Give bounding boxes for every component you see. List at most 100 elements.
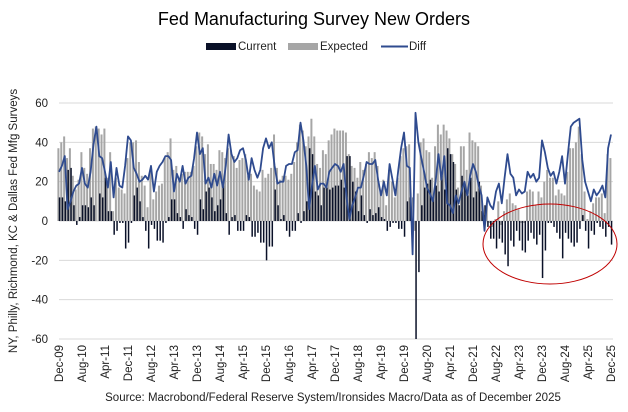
- expected-bar: [250, 173, 253, 221]
- current-bar: [567, 221, 570, 239]
- current-bar: [274, 189, 276, 221]
- current-bar: [285, 221, 288, 231]
- expected-bar: [597, 197, 600, 221]
- current-bar: [504, 221, 506, 255]
- expected-bar: [537, 191, 540, 221]
- y-tick-label: -60: [31, 334, 48, 346]
- x-tick-label: Dec-11: [123, 345, 135, 381]
- current-bar: [67, 169, 69, 221]
- x-tick-label: Dec-19: [399, 345, 411, 382]
- current-bar: [426, 183, 429, 221]
- current-bar: [441, 175, 443, 221]
- expected-bar: [353, 167, 356, 221]
- current-bar: [360, 195, 363, 221]
- expected-bar: [540, 197, 543, 221]
- x-tick-label: Dec-21: [468, 345, 480, 382]
- legend-swatch-expected: [288, 43, 318, 50]
- current-bar: [590, 221, 593, 231]
- current-bar: [122, 221, 124, 223]
- current-bar: [464, 185, 466, 221]
- current-bar: [191, 217, 193, 221]
- expected-bar: [209, 163, 212, 221]
- expected-bar: [135, 140, 138, 221]
- current-bar: [478, 181, 481, 221]
- current-bar: [70, 167, 72, 221]
- expected-bar: [189, 171, 192, 221]
- x-tick-label: Dec-23: [537, 345, 549, 382]
- current-bar: [380, 217, 383, 221]
- current-bar: [104, 177, 107, 221]
- expected-bar: [488, 221, 491, 223]
- current-bar: [357, 211, 360, 221]
- expected-bar: [503, 211, 506, 221]
- x-tick-label: Aug-14: [215, 344, 227, 382]
- y-tick-label: -20: [31, 255, 48, 267]
- current-bar: [438, 191, 440, 221]
- current-bar: [490, 221, 492, 239]
- expected-bar: [500, 221, 503, 225]
- current-bar: [602, 221, 604, 229]
- x-tick-label: Aug-22: [491, 345, 503, 382]
- expected-bar: [290, 173, 293, 221]
- expected-bar: [264, 177, 267, 221]
- current-bar: [449, 154, 452, 221]
- x-tick-label: Aug-18: [353, 345, 365, 382]
- y-tick-label: -40: [31, 295, 48, 307]
- expected-bar: [109, 152, 112, 221]
- current-bar: [179, 217, 182, 221]
- x-tick-label: Dec-13: [192, 345, 204, 382]
- expected-bar: [508, 193, 511, 221]
- current-bar: [317, 195, 320, 221]
- expected-bar: [505, 199, 508, 221]
- expected-bars: [57, 118, 612, 231]
- expected-bar: [112, 211, 115, 221]
- current-bar: [228, 221, 230, 235]
- expected-bar: [572, 148, 575, 221]
- current-bar: [168, 217, 170, 221]
- expected-bar: [68, 148, 71, 221]
- current-bar: [297, 213, 299, 221]
- expected-bar: [158, 185, 161, 221]
- expected-bar: [267, 173, 270, 221]
- expected-bar: [580, 154, 583, 221]
- current-bar: [501, 221, 504, 243]
- current-bar: [587, 221, 590, 249]
- expected-bar: [195, 146, 198, 221]
- expected-bar: [344, 132, 347, 221]
- current-bar: [538, 221, 541, 235]
- expected-bar: [316, 163, 319, 221]
- current-bar: [323, 187, 325, 221]
- expected-bar: [258, 191, 261, 221]
- current-bar: [176, 213, 179, 221]
- current-bar: [205, 191, 207, 221]
- current-bar: [113, 221, 115, 235]
- current-bar: [58, 197, 61, 221]
- current-bar: [182, 221, 184, 229]
- x-tick-label: Aug-12: [146, 345, 158, 382]
- current-bar: [262, 221, 265, 243]
- current-bar: [570, 221, 573, 243]
- expected-bar: [74, 189, 77, 221]
- expected-bar: [103, 128, 106, 221]
- current-bar: [170, 199, 173, 221]
- expected-bar: [451, 154, 454, 221]
- expected-bar: [155, 191, 158, 221]
- current-bar: [377, 207, 380, 221]
- current-bar: [101, 197, 104, 221]
- current-bar: [354, 191, 357, 221]
- current-bar: [389, 221, 391, 227]
- y-tick-label: 60: [35, 98, 48, 110]
- current-bar: [334, 185, 337, 221]
- expected-bar: [347, 154, 350, 221]
- x-tick-label: Apr-11: [100, 345, 112, 379]
- current-bar: [208, 187, 210, 221]
- current-bar: [136, 187, 138, 221]
- current-bar: [87, 207, 90, 221]
- expected-bar: [89, 148, 92, 221]
- expected-bar: [494, 219, 497, 221]
- current-bar: [582, 215, 584, 221]
- current-bar: [395, 221, 397, 223]
- expected-bar: [600, 193, 603, 221]
- legend-swatch-current: [206, 43, 236, 50]
- expected-bar: [583, 191, 586, 221]
